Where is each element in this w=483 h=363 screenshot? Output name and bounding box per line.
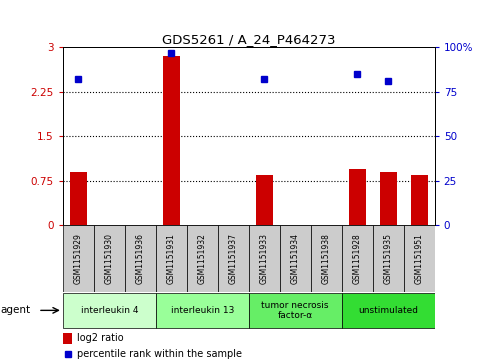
Bar [249, 293, 342, 328]
Text: GSM1151936: GSM1151936 [136, 233, 145, 284]
Bar [311, 225, 342, 292]
Bar [411, 175, 428, 225]
Text: percentile rank within the sample: percentile rank within the sample [77, 349, 242, 359]
Bar [63, 225, 94, 292]
Text: GSM1151929: GSM1151929 [74, 233, 83, 284]
Bar [156, 225, 187, 292]
Bar [156, 293, 249, 328]
Bar [342, 293, 435, 328]
Bar [342, 225, 373, 292]
Text: GSM1151932: GSM1151932 [198, 233, 207, 284]
Text: unstimulated: unstimulated [358, 306, 418, 315]
Title: GDS5261 / A_24_P464273: GDS5261 / A_24_P464273 [162, 33, 336, 46]
Bar [249, 225, 280, 292]
Text: GSM1151935: GSM1151935 [384, 233, 393, 284]
Text: interleukin 13: interleukin 13 [170, 306, 234, 315]
Bar [404, 225, 435, 292]
Text: GSM1151937: GSM1151937 [229, 233, 238, 284]
Text: GSM1151930: GSM1151930 [105, 233, 114, 284]
Text: GSM1151934: GSM1151934 [291, 233, 300, 284]
Text: GSM1151951: GSM1151951 [415, 233, 424, 284]
Text: tumor necrosis
factor-α: tumor necrosis factor-α [261, 301, 329, 320]
Bar [163, 56, 180, 225]
Bar [70, 172, 87, 225]
Text: GSM1151928: GSM1151928 [353, 233, 362, 284]
Text: log2 ratio: log2 ratio [77, 334, 124, 343]
Text: interleukin 4: interleukin 4 [81, 306, 138, 315]
Bar [218, 225, 249, 292]
Text: GSM1151933: GSM1151933 [260, 233, 269, 284]
Text: agent: agent [0, 305, 30, 315]
Bar [187, 225, 218, 292]
Bar [63, 293, 156, 328]
Bar [125, 225, 156, 292]
Bar [63, 333, 72, 344]
Bar [373, 225, 404, 292]
Bar [380, 172, 397, 225]
Bar [94, 225, 125, 292]
Text: GSM1151938: GSM1151938 [322, 233, 331, 284]
Text: GSM1151931: GSM1151931 [167, 233, 176, 284]
Bar [349, 169, 366, 225]
Bar [280, 225, 311, 292]
Bar [256, 175, 273, 225]
